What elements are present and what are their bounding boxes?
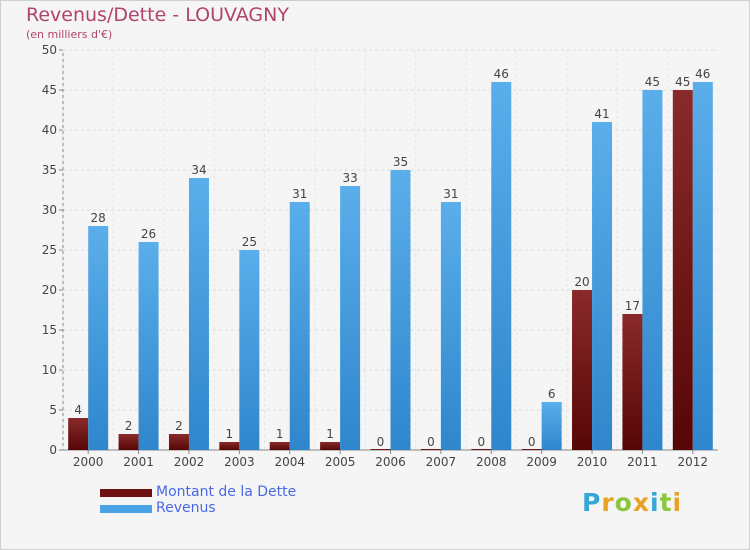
y-tick-label: 30 xyxy=(42,203,57,217)
debt-bar xyxy=(622,314,643,450)
revenus-bar xyxy=(491,82,512,450)
data-label: 2 xyxy=(175,419,183,433)
data-label: 0 xyxy=(477,435,485,449)
x-tick-label: 2008 xyxy=(476,455,507,469)
data-label: 25 xyxy=(242,235,257,249)
x-tick-label: 2010 xyxy=(577,455,608,469)
data-label: 0 xyxy=(528,435,536,449)
y-tick-label: 20 xyxy=(42,283,57,297)
y-tick-label: 45 xyxy=(42,83,57,97)
debt-bar xyxy=(219,442,240,450)
x-tick-label: 2004 xyxy=(274,455,305,469)
x-tick-label: 2005 xyxy=(325,455,356,469)
data-label: 1 xyxy=(226,427,234,441)
data-label: 31 xyxy=(443,187,458,201)
y-tick-label: 15 xyxy=(42,323,57,337)
data-label: 20 xyxy=(574,275,589,289)
y-tick-label: 40 xyxy=(42,123,57,137)
data-label: 41 xyxy=(594,107,609,121)
data-label: 45 xyxy=(645,75,660,89)
data-label: 26 xyxy=(141,227,156,241)
revenus-bar xyxy=(239,250,260,450)
data-label: 17 xyxy=(625,299,640,313)
revenus-bar xyxy=(692,82,713,450)
x-tick-label: 2007 xyxy=(426,455,457,469)
debt-bar xyxy=(672,90,693,450)
data-label: 1 xyxy=(326,427,334,441)
chart-title: Revenus/Dette - LOUVAGNY xyxy=(26,4,289,26)
revenus-bar xyxy=(340,186,361,450)
debt-bar xyxy=(572,290,593,450)
debt-bar xyxy=(370,449,391,450)
x-tick-label: 2000 xyxy=(73,455,104,469)
revenus-bar xyxy=(642,90,663,450)
revenus-bar xyxy=(188,178,209,450)
data-label: 0 xyxy=(377,435,385,449)
data-label: 46 xyxy=(494,67,509,81)
revenus-bar xyxy=(138,242,159,450)
y-tick-label: 10 xyxy=(42,363,57,377)
debt-bar xyxy=(68,418,89,450)
data-label: 45 xyxy=(675,75,690,89)
logo-letter: x xyxy=(632,488,650,517)
proxiti-logo: Proxiti xyxy=(582,488,682,517)
logo-letter: P xyxy=(582,488,602,517)
y-tick-label: 5 xyxy=(49,403,57,417)
logo-letter: i xyxy=(672,488,683,517)
data-label: 2 xyxy=(125,419,133,433)
x-tick-label: 2006 xyxy=(375,455,406,469)
y-tick-label: 25 xyxy=(42,243,57,257)
data-label: 33 xyxy=(342,171,357,185)
revenus-bar xyxy=(390,170,411,450)
debt-bar xyxy=(168,434,189,450)
revenus-bar xyxy=(541,402,562,450)
data-label: 35 xyxy=(393,155,408,169)
logo-letter: t xyxy=(659,488,673,517)
revenus-bar xyxy=(592,122,613,450)
x-tick-label: 2003 xyxy=(224,455,255,469)
x-tick-label: 2002 xyxy=(174,455,205,469)
data-label: 34 xyxy=(191,163,206,177)
data-label: 31 xyxy=(292,187,307,201)
debt-bar xyxy=(118,434,139,450)
logo-letter: r xyxy=(601,488,615,517)
legend-swatch-debt xyxy=(100,489,152,497)
revenus-bar xyxy=(440,202,461,450)
legend-swatch-revenus xyxy=(100,505,152,513)
revenus-bar xyxy=(289,202,310,450)
legend-label-revenus: Revenus xyxy=(156,500,216,516)
debt-bar xyxy=(269,442,290,450)
data-label: 4 xyxy=(74,403,82,417)
data-label: 0 xyxy=(427,435,435,449)
debt-bar xyxy=(471,449,492,450)
logo-letter: i xyxy=(650,488,660,517)
x-tick-label: 2011 xyxy=(627,455,658,469)
x-tick-label: 2009 xyxy=(526,455,557,469)
x-tick-label: 2012 xyxy=(678,455,709,469)
debt-bar xyxy=(521,449,542,450)
data-label: 6 xyxy=(548,387,556,401)
y-tick-label: 35 xyxy=(42,163,57,177)
chart-subtitle: (en milliers d'€) xyxy=(26,28,113,41)
logo-letter: o xyxy=(614,488,633,517)
revenus-bar xyxy=(88,226,109,450)
y-tick-label: 0 xyxy=(49,443,57,457)
x-tick-label: 2001 xyxy=(123,455,154,469)
debt-bar xyxy=(320,442,341,450)
debt-bar xyxy=(420,449,441,450)
legend-label-debt: Montant de la Dette xyxy=(156,484,297,500)
data-label: 46 xyxy=(695,67,710,81)
data-label: 1 xyxy=(276,427,284,441)
y-tick-label: 50 xyxy=(42,43,57,57)
data-label: 28 xyxy=(91,211,106,225)
